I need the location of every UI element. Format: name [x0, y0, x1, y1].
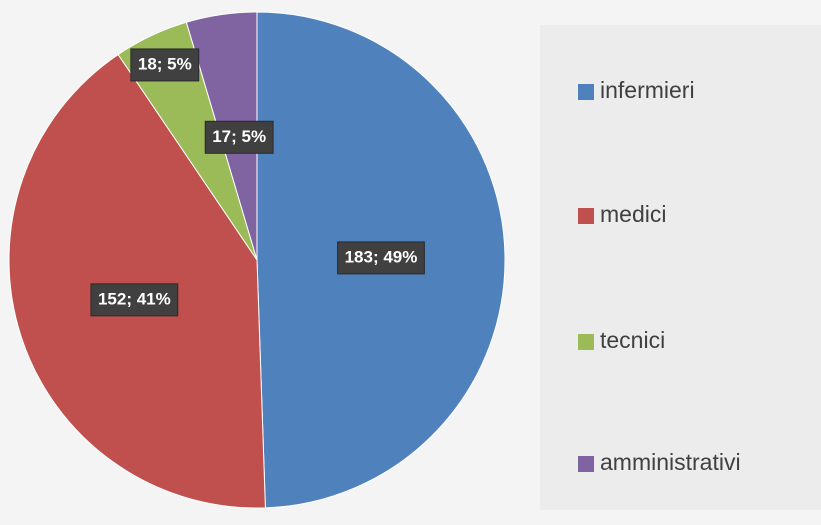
legend-label: infermieri: [600, 77, 695, 103]
legend-swatch: [578, 84, 594, 100]
data-label-text: 18; 5%: [138, 54, 192, 73]
data-label: 152; 41%: [90, 283, 179, 317]
data-label-bg: [337, 241, 425, 275]
data-label: 17; 5%: [204, 120, 274, 154]
data-label: 18; 5%: [130, 48, 200, 82]
legend-swatch: [578, 208, 594, 224]
legend-box: [540, 25, 821, 510]
data-label-text: 183; 49%: [345, 247, 418, 266]
data-label-text: 152; 41%: [98, 289, 171, 308]
data-label: 183; 49%: [337, 241, 425, 275]
data-label-bg: [204, 120, 274, 154]
legend-swatch: [578, 456, 594, 472]
legend-label: tecnici: [600, 327, 665, 353]
legend-label: medici: [600, 201, 666, 227]
legend-label: amministrativi: [600, 449, 741, 475]
pie-slice: [8, 53, 266, 509]
data-label-bg: [130, 48, 200, 82]
legend-swatch: [578, 334, 594, 350]
data-label-bg: [90, 283, 179, 317]
data-label-text: 17; 5%: [212, 127, 266, 146]
